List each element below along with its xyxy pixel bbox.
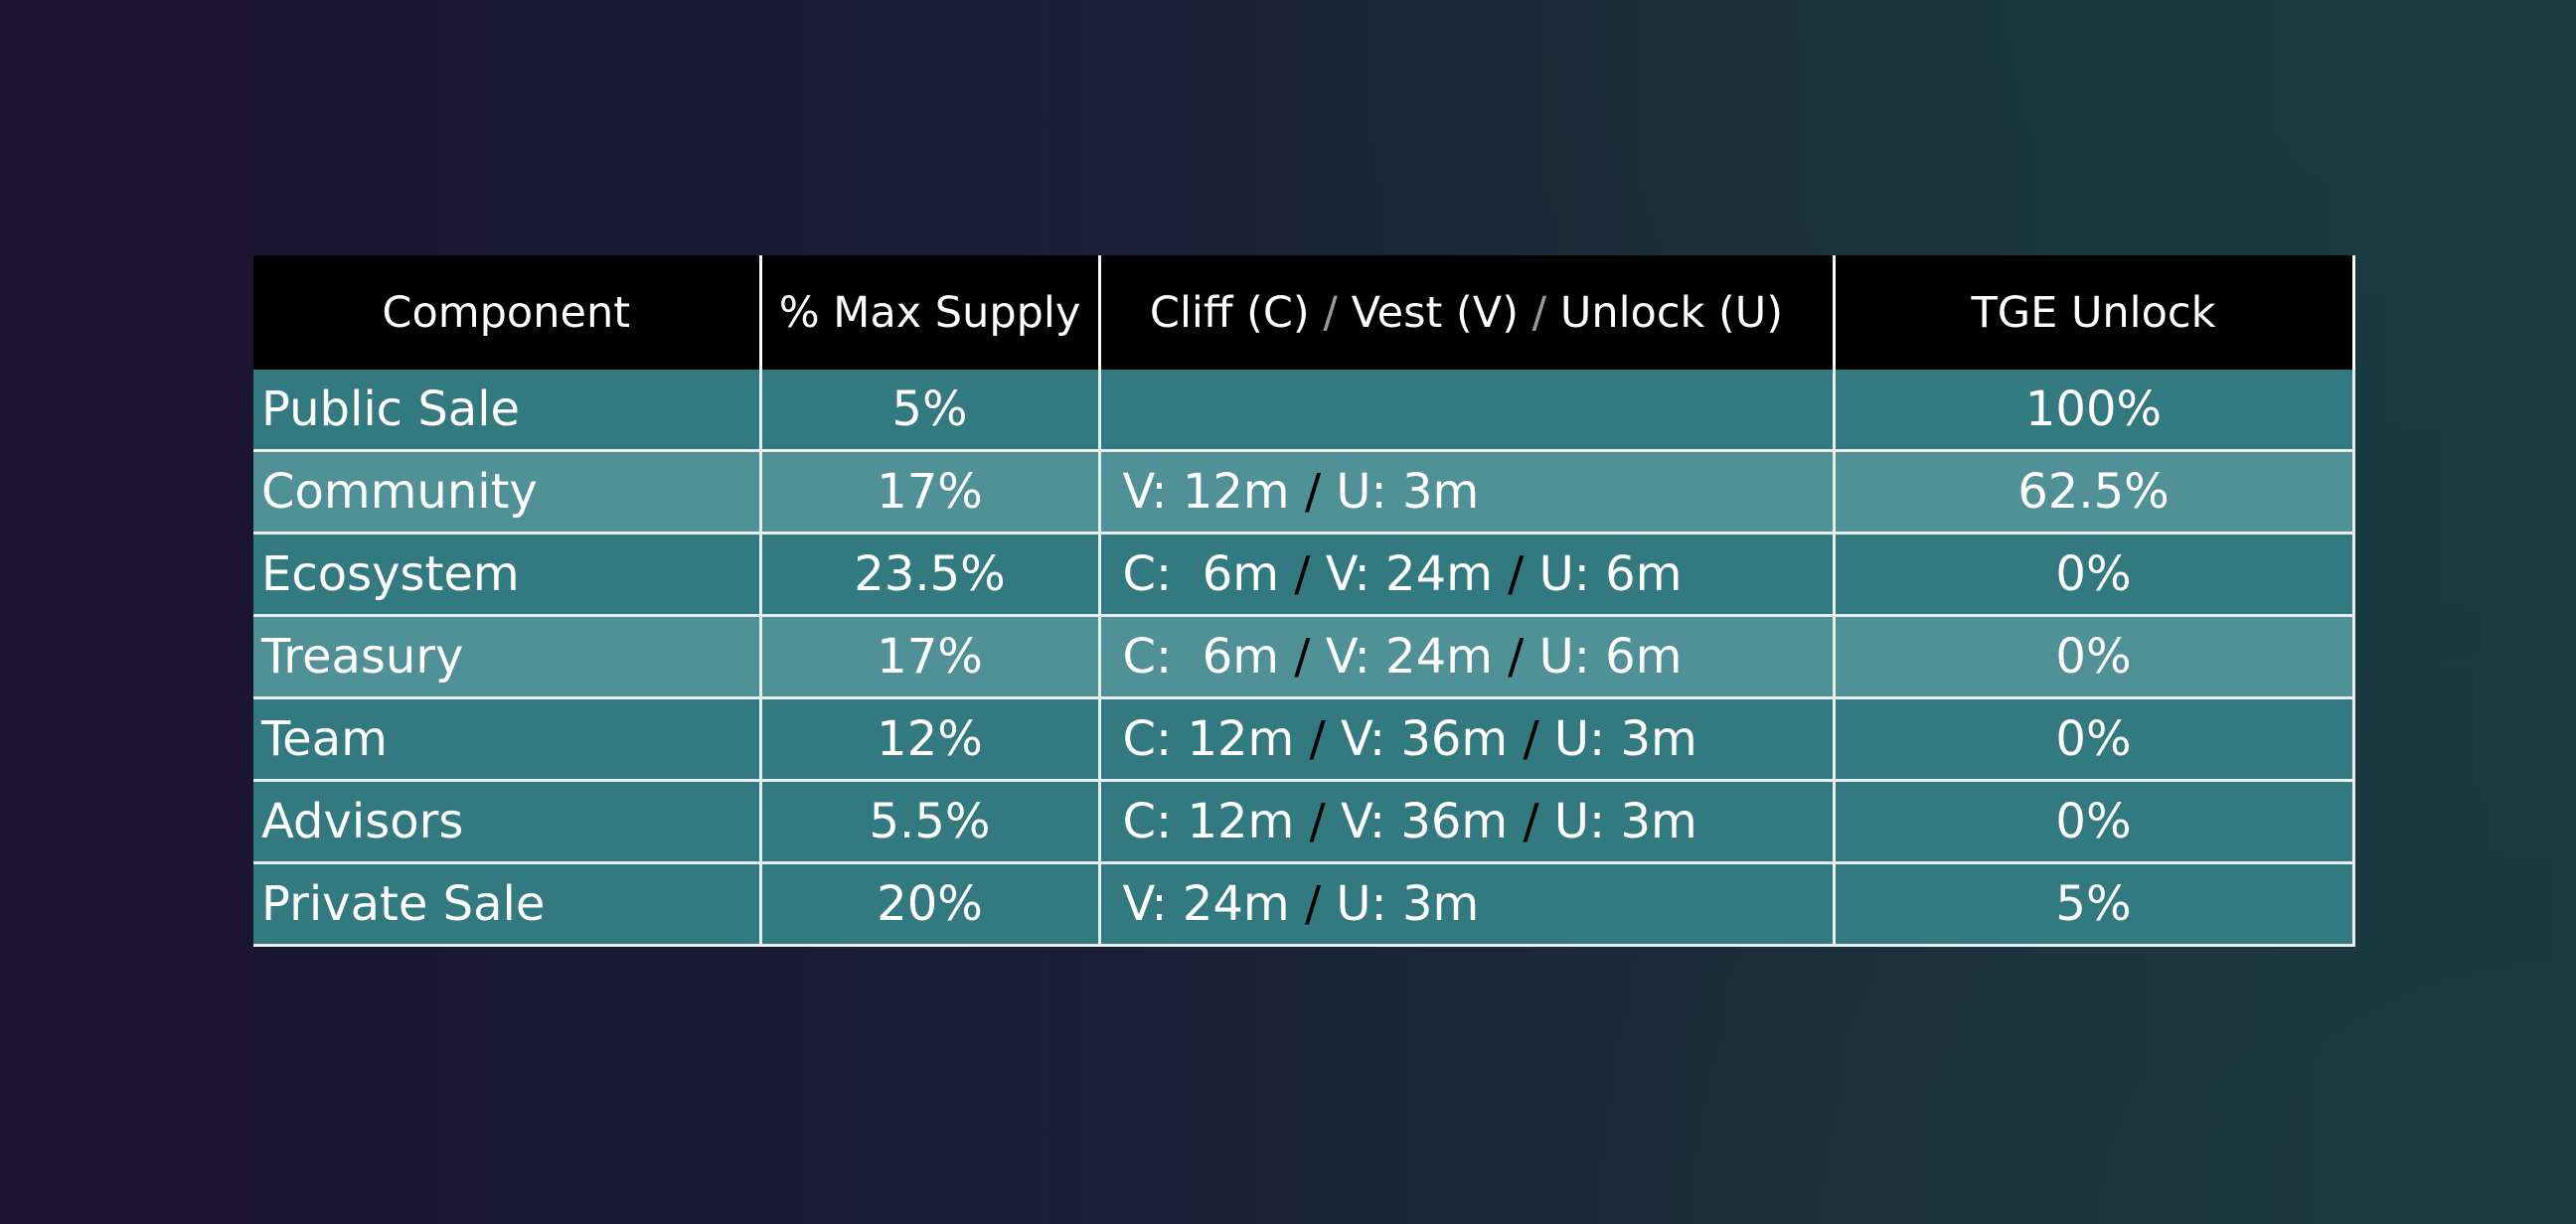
schedule-separator: / <box>1304 876 1322 932</box>
cell-component: Private Sale <box>253 861 762 947</box>
table-row: Treasury 17% C: 6m / V: 24m / U: 6m 0% <box>253 614 2355 699</box>
table-row: Team 12% C: 12m / V: 36m / U: 3m 0% <box>253 696 2355 782</box>
cell-vesting-schedule: V: 12m / U: 3m <box>1097 449 1836 535</box>
cliff-value: C: 12m <box>1122 711 1295 767</box>
cell-vesting-schedule: V: 24m / U: 3m <box>1097 861 1836 947</box>
header-component: Component <box>253 255 762 370</box>
cell-max-supply: 12% <box>758 696 1101 782</box>
table-row: Advisors 5.5% C: 12m / V: 36m / U: 3m 0% <box>253 779 2355 864</box>
unlock-value: U: 6m <box>1538 629 1683 685</box>
vest-value: V: 12m <box>1122 464 1290 520</box>
cell-vesting-schedule <box>1097 370 1836 452</box>
schedule-separator: / <box>1294 629 1311 685</box>
cliff-value: C: 6m <box>1122 546 1280 602</box>
cell-component: Treasury <box>253 614 762 699</box>
unlock-value: U: 6m <box>1538 546 1683 602</box>
header-cliff: Cliff (C) <box>1149 287 1310 338</box>
table-row: Community 17% V: 12m / U: 3m 62.5% <box>253 449 2355 535</box>
token-vesting-table: Component % Max Supply Cliff (C) / Vest … <box>253 255 2355 947</box>
table-body: Public Sale 5% 100% Community 17% V: 12m… <box>253 370 2355 947</box>
table-row: Ecosystem 23.5% C: 6m / V: 24m / U: 6m 0… <box>253 532 2355 617</box>
schedule-separator: / <box>1523 794 1539 849</box>
cell-tge-unlock: 0% <box>1832 614 2355 699</box>
schedule-separator: / <box>1508 629 1525 685</box>
schedule-separator: / <box>1304 464 1322 520</box>
unlock-value: U: 3m <box>1336 464 1480 520</box>
cell-max-supply: 17% <box>758 614 1101 699</box>
vest-value: V: 36m <box>1340 711 1509 767</box>
cell-component: Team <box>253 696 762 782</box>
cell-max-supply: 17% <box>758 449 1101 535</box>
header-max-supply: % Max Supply <box>758 255 1101 370</box>
header-vesting-schedule: Cliff (C) / Vest (V) / Unlock (U) <box>1097 255 1836 370</box>
header-unlock: Unlock (U) <box>1559 287 1784 338</box>
cell-vesting-schedule: C: 6m / V: 24m / U: 6m <box>1097 614 1836 699</box>
cell-max-supply: 20% <box>758 861 1101 947</box>
cell-tge-unlock: 5% <box>1832 861 2355 947</box>
cell-tge-unlock: 62.5% <box>1832 449 2355 535</box>
cell-vesting-schedule: C: 6m / V: 24m / U: 6m <box>1097 532 1836 617</box>
cell-vesting-schedule: C: 12m / V: 36m / U: 3m <box>1097 696 1836 782</box>
schedule-separator: / <box>1309 711 1326 767</box>
cliff-value: C: 6m <box>1122 629 1280 685</box>
vest-value: V: 24m <box>1122 876 1290 932</box>
cell-component: Public Sale <box>253 370 762 452</box>
header-tge-unlock: TGE Unlock <box>1832 255 2355 370</box>
table-header: Component % Max Supply Cliff (C) / Vest … <box>253 255 2355 370</box>
cliff-value: C: 12m <box>1122 794 1295 849</box>
cell-component: Ecosystem <box>253 532 762 617</box>
header-row: Component % Max Supply Cliff (C) / Vest … <box>253 255 2355 370</box>
unlock-value: U: 3m <box>1553 711 1697 767</box>
cell-max-supply: 5% <box>758 370 1101 452</box>
table-row: Private Sale 20% V: 24m / U: 3m 5% <box>253 861 2355 947</box>
cell-max-supply: 5.5% <box>758 779 1101 864</box>
unlock-value: U: 3m <box>1553 794 1697 849</box>
cell-vesting-schedule: C: 12m / V: 36m / U: 3m <box>1097 779 1836 864</box>
header-vest: Vest (V) <box>1351 287 1519 338</box>
header-separator: / <box>1323 287 1338 338</box>
unlock-value: U: 3m <box>1336 876 1480 932</box>
vest-value: V: 24m <box>1325 546 1493 602</box>
schedule-separator: / <box>1294 546 1311 602</box>
cell-tge-unlock: 0% <box>1832 696 2355 782</box>
cell-max-supply: 23.5% <box>758 532 1101 617</box>
schedule-separator: / <box>1508 546 1525 602</box>
cell-component: Community <box>253 449 762 535</box>
cell-tge-unlock: 0% <box>1832 532 2355 617</box>
schedule-separator: / <box>1523 711 1539 767</box>
schedule-separator: / <box>1309 794 1326 849</box>
cell-component: Advisors <box>253 779 762 864</box>
cell-tge-unlock: 100% <box>1832 370 2355 452</box>
vest-value: V: 36m <box>1340 794 1509 849</box>
table-row: Public Sale 5% 100% <box>253 370 2355 452</box>
vest-value: V: 24m <box>1325 629 1493 685</box>
header-separator: / <box>1531 287 1547 338</box>
cell-tge-unlock: 0% <box>1832 779 2355 864</box>
